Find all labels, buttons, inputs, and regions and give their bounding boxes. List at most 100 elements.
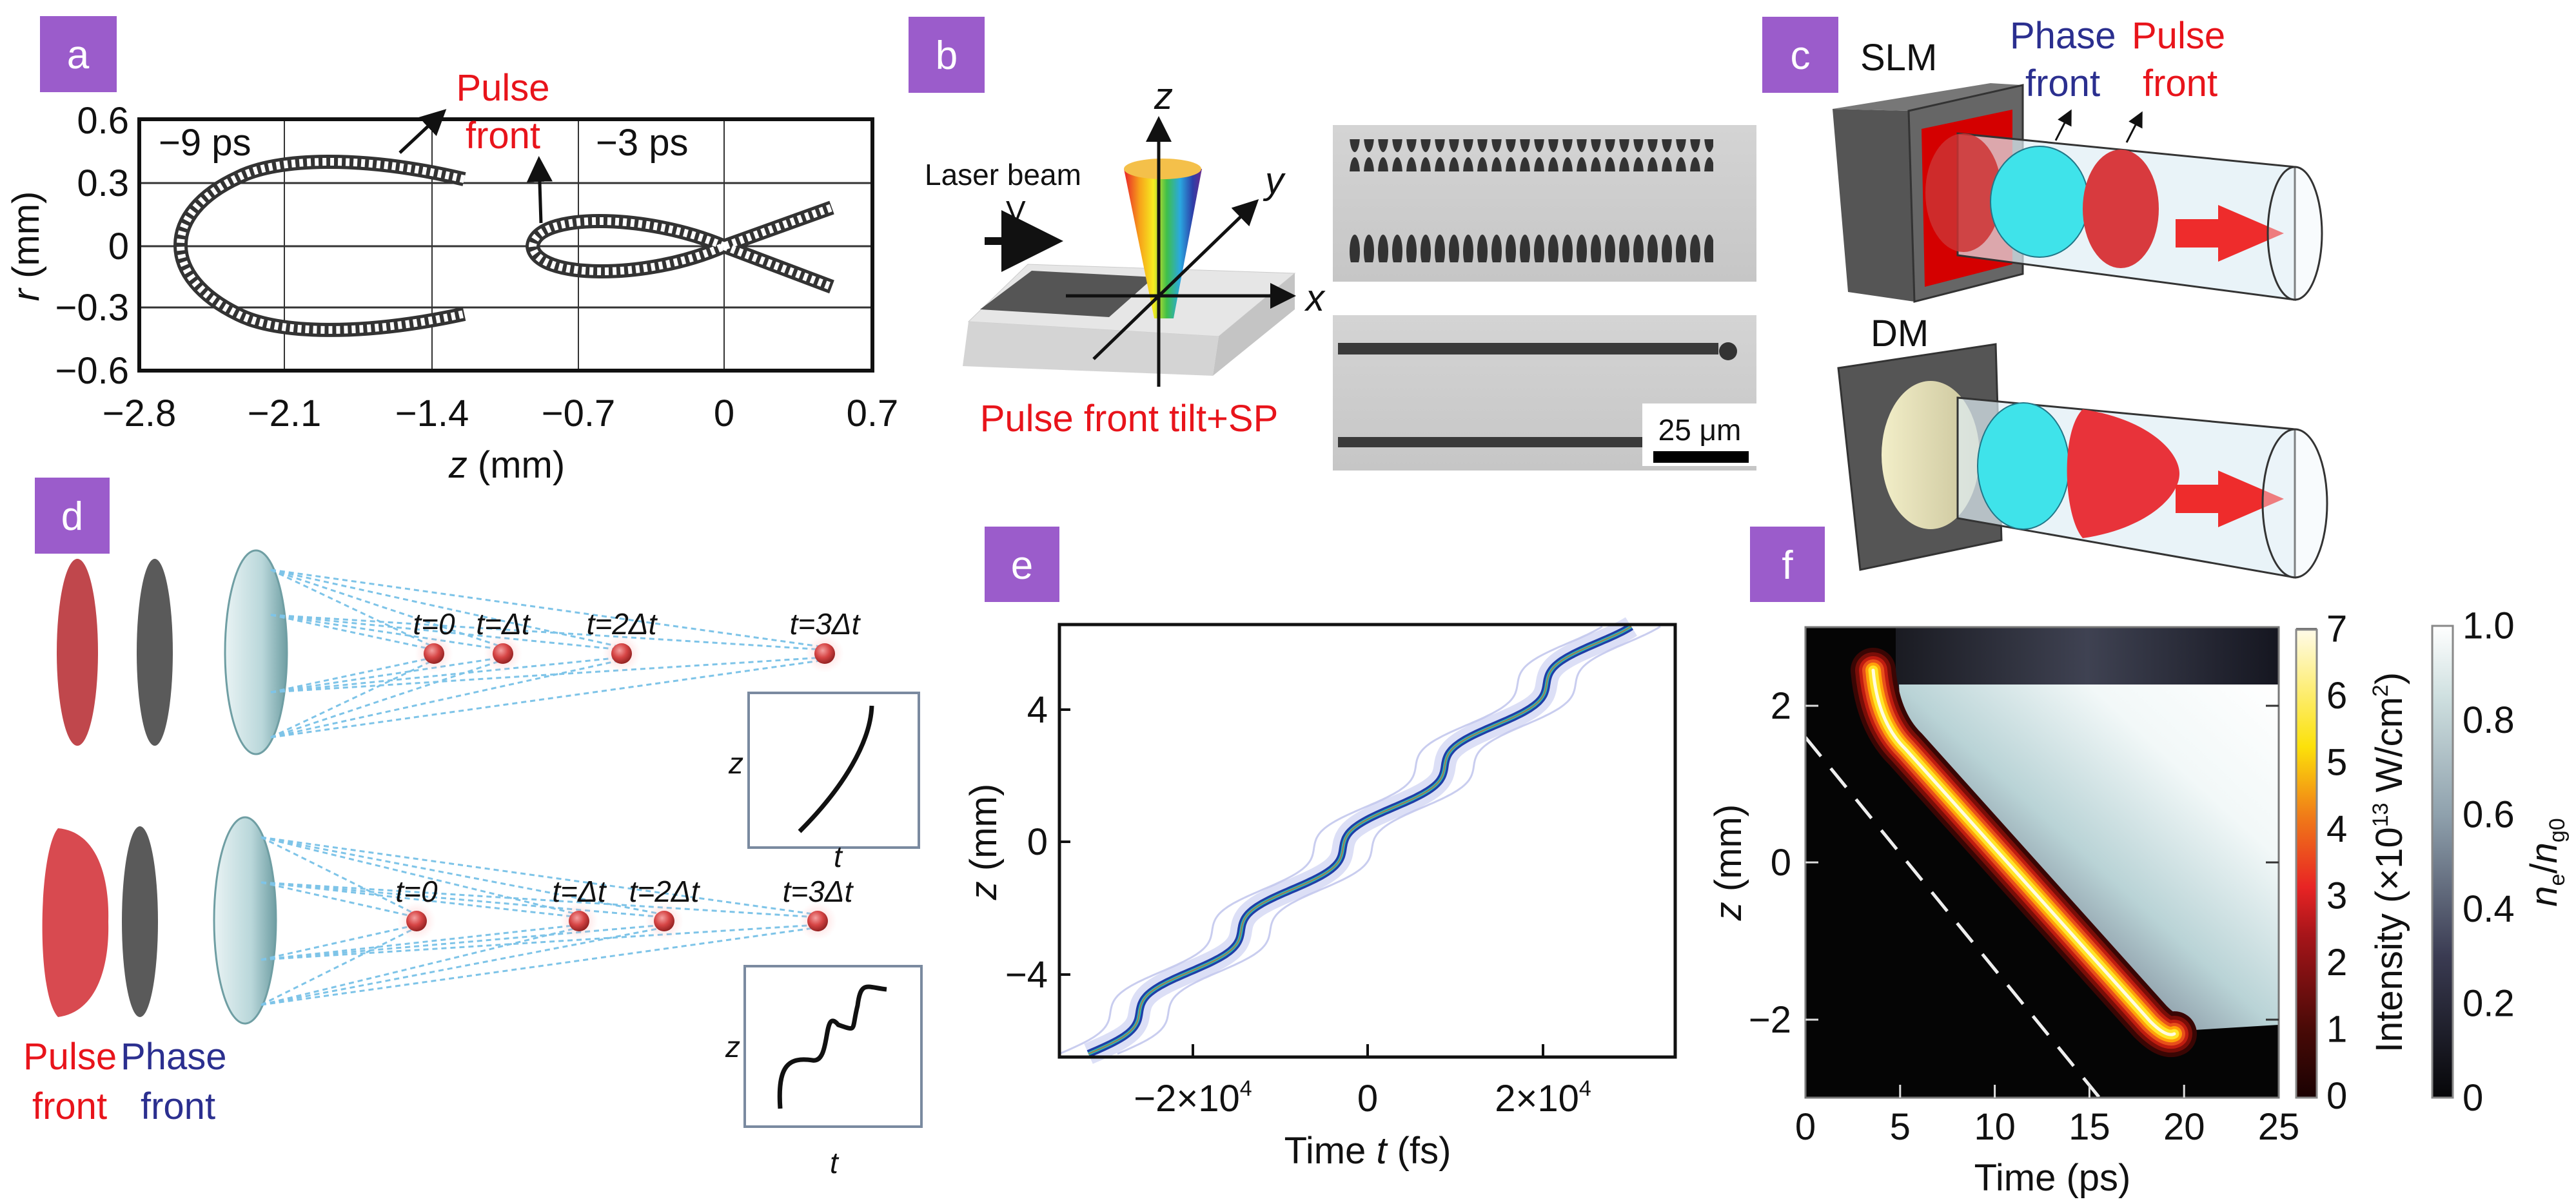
pulse-front-disk	[1925, 133, 2001, 252]
time-label: t=Δt	[552, 875, 607, 908]
label-part: /	[2523, 863, 2565, 874]
intensity-tick-label: 3	[2326, 875, 2347, 917]
panel-label-bg	[909, 17, 985, 93]
y-axis-var: r	[5, 287, 47, 301]
panel-b-diagram: Laser beam V z y x Pulse front tilt+SP 2…	[925, 75, 1756, 471]
ablation-track	[1338, 343, 1718, 354]
light-rays	[261, 836, 818, 1006]
pulse-front-contour-3ps-inner	[528, 204, 834, 291]
phase-front-label: front	[141, 1085, 215, 1127]
light-ray	[261, 926, 417, 1006]
light-ray	[261, 924, 665, 961]
cylinder-end	[2261, 428, 2328, 579]
intensity-tick-label: 5	[2326, 742, 2347, 784]
light-ray	[270, 614, 622, 651]
y-tick-label: 0	[1027, 821, 1048, 863]
focus-sphere	[424, 643, 444, 664]
curved-pulse-front	[2067, 409, 2179, 538]
phase-front-disk	[1990, 146, 2089, 258]
flat-configuration: t=0 t=Δt t=2Δt t=3Δt z t	[57, 549, 920, 873]
label-part: n	[2523, 886, 2565, 906]
phase-front-plate	[137, 559, 173, 746]
x-tick-label: −1.4	[395, 393, 469, 434]
panel-label-text: f	[1782, 543, 1793, 588]
light-ray	[270, 659, 622, 739]
y-tick-label: −4	[1005, 954, 1048, 996]
pulse-front-plate	[57, 559, 98, 746]
label-superscript: 13	[2368, 802, 2393, 827]
cone-top	[1124, 159, 1201, 179]
time-label: t=3Δt	[783, 875, 854, 908]
pulse-front-label: front	[2143, 63, 2217, 104]
y-axis-arrow-icon	[1092, 199, 1259, 360]
inset-curve	[777, 984, 887, 1109]
x-tick-label: 15	[2069, 1106, 2110, 1148]
label-subscript: g0	[2545, 818, 2570, 842]
light-ray	[261, 926, 818, 1006]
light-ray	[270, 659, 435, 739]
y-tick-label: 0.6	[77, 100, 129, 142]
label-superscript: 2	[2368, 685, 2393, 697]
y-axis-unit: (mm)	[5, 191, 47, 289]
panel-label-d: d	[35, 478, 110, 554]
light-ray	[261, 836, 818, 916]
arrow-icon	[526, 156, 553, 224]
y-tick-label: 0	[1771, 842, 1791, 884]
focus-sphere	[493, 643, 513, 664]
light-ray	[270, 614, 825, 651]
panel-label-text: a	[67, 33, 90, 77]
panel-c-diagram: SLM Phase Pulse front front DM	[1833, 15, 2328, 579]
light-ray	[261, 926, 580, 1006]
light-ray	[270, 568, 435, 648]
label-part: W/cm	[2368, 697, 2410, 802]
y-tick-label: 4	[1027, 689, 1048, 731]
light-ray	[261, 881, 417, 918]
intensity-tick-label: 1	[2326, 1009, 2347, 1051]
focus-sphere	[406, 911, 427, 931]
density-tick-label: 0.4	[2463, 888, 2515, 930]
trace-peak	[1088, 626, 1632, 1054]
curved-pulse-front-plate	[42, 828, 109, 1017]
micrograph-bottom: 25 μm	[1333, 315, 1756, 471]
scale-bar	[1653, 451, 1749, 463]
focus-spots: t=0 t=Δt t=2Δt t=3Δt	[413, 607, 861, 673]
density-tick-label: 0.6	[2463, 794, 2515, 836]
panel-label-text: c	[1791, 34, 1811, 78]
phase-front-label: front	[2025, 63, 2100, 104]
focus-spots: t=0 t=Δt t=2Δt t=3Δt	[395, 875, 854, 940]
intensity-tick-label: 0	[2326, 1075, 2347, 1117]
y-tick-label: 0.3	[77, 162, 129, 204]
intensity-colorbar	[2295, 628, 2318, 1099]
propagation-arrow-icon	[2176, 471, 2284, 527]
light-ray	[261, 924, 580, 961]
phase-label: Phase	[121, 1036, 226, 1078]
intensity-colorbar-label: Intensity (×1013 W/cm2)	[2368, 672, 2410, 1053]
phase-label: Phase	[2010, 15, 2116, 57]
light-ray	[270, 614, 504, 651]
time-label: t=2Δt	[629, 875, 701, 908]
ablation-track	[1349, 139, 1713, 171]
y-axis-var: z	[1707, 902, 1749, 921]
light-ray	[270, 656, 622, 694]
intensity-tick-label: 6	[2326, 675, 2347, 717]
time-label: t=Δt	[476, 607, 531, 641]
x-axis-var: t	[1376, 1130, 1388, 1172]
arrow-icon	[398, 109, 447, 154]
ghost-trace	[1059, 625, 1603, 1055]
time-label-right: −3 ps	[596, 122, 689, 164]
panel-e-plot: 40−4−2×104 0 2×104 Time t (fs) z (mm)	[963, 617, 1677, 1172]
sample-slab-front	[963, 322, 1219, 376]
pulse-front-contour-9ps-inner	[177, 158, 466, 334]
panel-a-plot: Pulse front −9 ps −3 ps −2.8 −2.1 −1.4 −0.7…	[5, 67, 898, 486]
x-tick-label: 0.7	[847, 393, 899, 434]
panel-label-bg	[35, 478, 110, 554]
x-tick-label: −2.1	[248, 393, 322, 434]
inset-curve	[798, 705, 874, 833]
inset-z-vs-t	[743, 965, 923, 1128]
pulse-front-annotation-line2: front	[466, 115, 540, 157]
light-ray	[270, 568, 504, 648]
light-ray	[261, 836, 580, 916]
inset-y-label: z	[725, 1030, 740, 1063]
